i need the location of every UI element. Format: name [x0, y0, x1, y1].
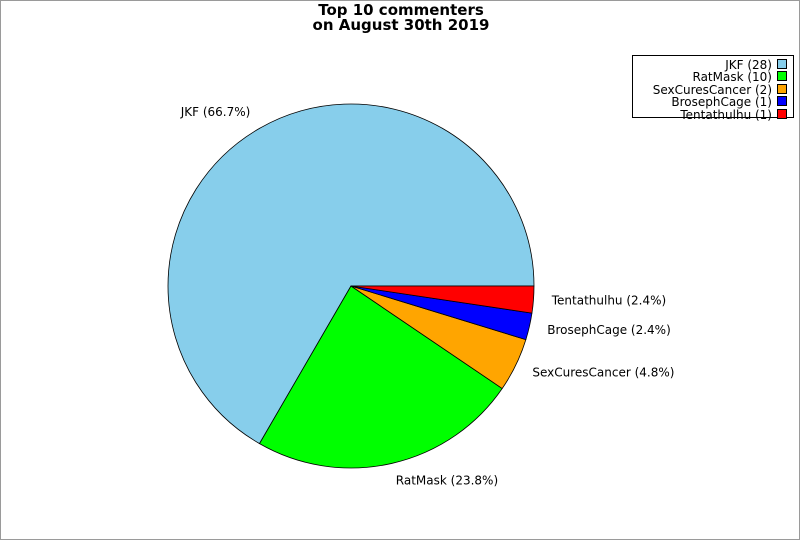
pie-label-ratmask: RatMask (23.8%) [396, 474, 498, 488]
pie-label-sexcurescancer: SexCuresCancer (4.8%) [532, 365, 674, 379]
chart-title-block: Top 10 commenters on August 30th 2019 [1, 1, 799, 34]
pie-label-tentathulhu: Tentathulhu (2.4%) [551, 293, 666, 307]
chart-subtitle: on August 30th 2019 [312, 16, 490, 34]
legend-swatch [777, 59, 787, 69]
chart-legend: JKF (28) RatMask (10) SexCuresCancer (2)… [632, 55, 794, 122]
legend-swatch [777, 108, 787, 119]
pie-label-jkf: JKF (66.7%) [180, 105, 251, 119]
pie-slice-ratmask [259, 285, 503, 469]
pie-slice-jkf [167, 103, 535, 445]
legend-label: RatMask (10) [692, 70, 773, 85]
pie-slice-tentathulhu [350, 285, 535, 314]
legend-item: BrosephCage (1) [633, 96, 787, 108]
legend-item: RatMask (10) [633, 70, 787, 85]
legend-item: Tentathulhu (1) [633, 107, 787, 122]
legend-label: JKF (28) [725, 58, 772, 72]
legend-swatch [777, 71, 787, 82]
legend-item: SexCuresCancer (2) [633, 84, 787, 96]
chart-title: Top 10 commenters [318, 1, 484, 19]
legend-swatch [777, 96, 787, 107]
pie-label-brosephcage: BrosephCage (2.4%) [547, 323, 671, 337]
legend-swatch [777, 83, 787, 94]
legend-item: JKF (28) [633, 59, 787, 71]
legend-label: Tentathulhu (1) [680, 107, 772, 122]
legend-label: BrosephCage (1) [671, 95, 772, 110]
legend-label: SexCuresCancer (2) [652, 82, 772, 97]
